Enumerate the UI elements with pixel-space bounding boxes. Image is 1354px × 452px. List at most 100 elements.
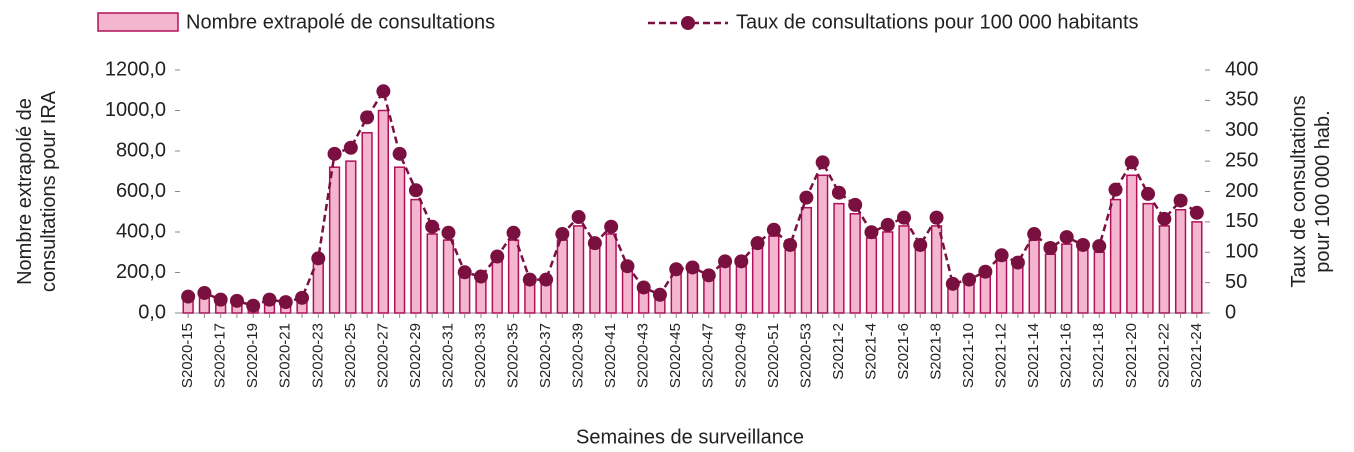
x-tick-label: S2020-15: [179, 323, 196, 388]
y2-tick-label: 200: [1225, 180, 1258, 202]
bar: [410, 198, 422, 314]
rate-marker: [246, 298, 261, 313]
x-tick-label: S2020-27: [374, 323, 391, 388]
x-tick-label: S2020-53: [797, 323, 814, 388]
x-tick-label: S2020-41: [602, 323, 619, 388]
y2-tick-label: 100: [1225, 241, 1258, 263]
bar: [345, 160, 357, 314]
bar: [898, 225, 910, 314]
y-tick-label: 1200,0: [105, 58, 166, 80]
y-axis-title-line: Nombre extrapolé de: [14, 98, 36, 285]
rate-marker: [1141, 186, 1156, 201]
rate-marker: [620, 259, 635, 274]
bar: [930, 225, 943, 314]
bar: [995, 259, 1008, 314]
rate-marker: [262, 292, 277, 307]
bar: [1061, 243, 1073, 314]
bar: [1077, 249, 1089, 314]
x-tick-label: S2020-47: [700, 323, 717, 388]
bar: [1174, 208, 1187, 314]
rate-marker: [425, 219, 440, 234]
y2-axis-title: Taux de consultations pour 100 000 hab.: [1288, 95, 1334, 287]
bar: [328, 166, 341, 314]
bar: [1093, 251, 1105, 314]
rate-marker: [392, 146, 407, 161]
rate-marker: [929, 210, 944, 225]
rate-marker: [669, 262, 684, 277]
legend-marker: [681, 16, 695, 30]
rate-marker: [229, 293, 244, 308]
rate-marker: [685, 260, 700, 275]
rate-marker: [408, 183, 423, 198]
y2-axis-title-line: pour 100 000 hab.: [1312, 110, 1334, 272]
bar: [849, 213, 861, 314]
rate-marker: [571, 210, 586, 225]
rate-marker: [1157, 211, 1172, 226]
y-axis-title: Nombre extrapolé de consultations pour IR…: [14, 90, 60, 292]
x-tick-label: S2020-37: [537, 323, 554, 388]
bar: [914, 249, 926, 314]
y-tick-label: 0,0: [138, 301, 166, 323]
rate-marker: [555, 227, 570, 242]
y-tick-label: 600,0: [116, 180, 166, 202]
x-tick-label: S2021-18: [1090, 323, 1107, 388]
x-tick-label: S2020-39: [570, 323, 587, 388]
bar: [556, 239, 568, 314]
bar: [784, 249, 796, 314]
bar: [735, 265, 747, 314]
rate-marker: [311, 251, 326, 266]
y2-tick-label: 150: [1225, 210, 1258, 232]
rate-marker: [213, 292, 228, 307]
rate-marker: [799, 190, 814, 205]
x-tick-label: S2020-51: [765, 323, 782, 388]
rate-marker: [880, 217, 895, 232]
rate-marker: [376, 84, 391, 99]
bar: [507, 239, 520, 314]
rate-marker: [587, 236, 602, 251]
bar: [540, 281, 552, 314]
bar: [524, 281, 536, 314]
rate-marker: [831, 185, 846, 200]
bar: [1158, 225, 1170, 314]
x-axis-title: Semaines de surveillance: [576, 426, 804, 448]
rate-marker: [441, 225, 456, 240]
bar: [817, 174, 829, 314]
bar: [621, 269, 634, 314]
bar: [377, 109, 390, 314]
x-tick-label: S2020-43: [635, 323, 652, 388]
bar: [426, 233, 438, 314]
rate-marker: [1075, 237, 1090, 252]
x-tick-label: S2021-6: [895, 323, 912, 380]
rate-marker: [913, 237, 928, 252]
y-tick-label: 200,0: [116, 261, 166, 283]
rate-marker: [604, 219, 619, 234]
x-tick-label: S2020-25: [342, 323, 359, 388]
bar: [589, 247, 601, 314]
bar: [686, 269, 699, 314]
x-tick-label: S2021-12: [993, 323, 1010, 388]
rate-marker: [1189, 205, 1204, 220]
x-tick-label: S2021-4: [862, 323, 879, 380]
bar: [1012, 265, 1024, 314]
x-tick-label: S2020-49: [732, 323, 749, 388]
rate-marker: [1092, 239, 1107, 254]
rate-marker: [652, 287, 667, 302]
x-tick-label: S2021-14: [1025, 323, 1042, 388]
y2-tick-label: 350: [1225, 89, 1258, 111]
y2-tick-label: 50: [1225, 271, 1247, 293]
x-tick-label: S2021-8: [928, 323, 945, 380]
y-axis-title-line: consultations pour IRA: [38, 90, 60, 292]
rate-marker: [343, 140, 358, 155]
y2-tick-label: 300: [1225, 119, 1258, 141]
rate-marker: [278, 295, 293, 310]
rate-marker: [701, 268, 716, 283]
x-tick-label: S2021-2: [830, 323, 847, 380]
x-tick-label: S2020-29: [407, 323, 424, 388]
rate-marker: [718, 254, 733, 269]
x-tick-label: S2021-20: [1123, 323, 1140, 388]
x-tick-label: S2020-17: [212, 323, 229, 388]
rate-marker: [522, 272, 537, 287]
bar: [572, 225, 585, 314]
rate-marker: [1108, 182, 1123, 197]
rate-marker: [766, 222, 781, 237]
